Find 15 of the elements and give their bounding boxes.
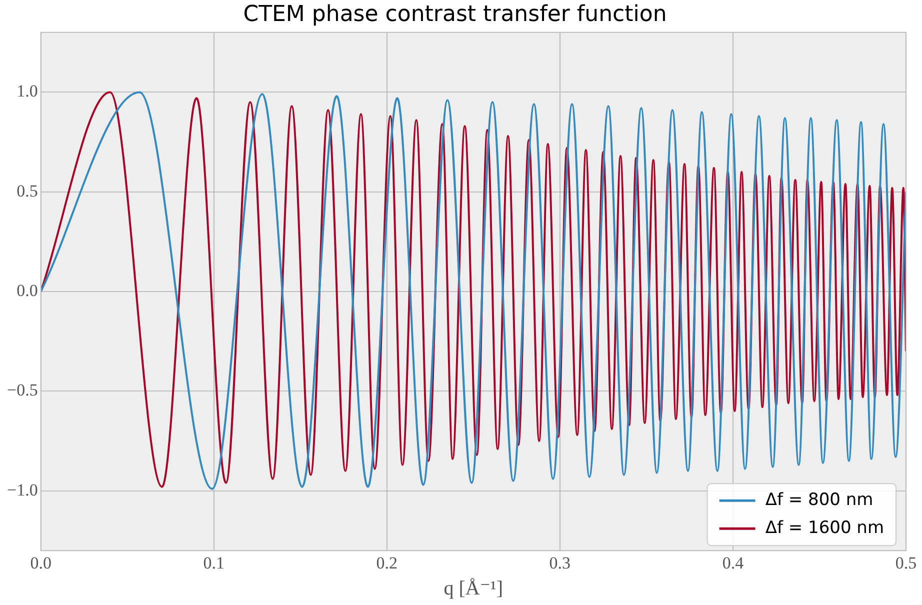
legend-label: Δf = 800 nm — [765, 490, 874, 510]
legend-label: Δf = 1600 nm — [765, 518, 884, 538]
x-tick-label: 0.1 — [203, 553, 224, 572]
y-tick-label: 0.0 — [16, 280, 38, 300]
y-tick-label: 1.0 — [16, 82, 38, 101]
x-tick-label: 0.3 — [549, 553, 571, 572]
y-tick-label: −1.0 — [6, 480, 38, 500]
y-tick-label: −0.5 — [6, 380, 38, 400]
y-tick-label: 0.5 — [16, 181, 38, 200]
chart-title: CTEM phase contrast transfer function — [243, 2, 667, 27]
x-tick-label: 0.2 — [376, 553, 398, 572]
x-tick-label: 0.4 — [722, 553, 744, 572]
x-tick-label: 0.5 — [895, 553, 917, 572]
x-axis-title: q [Å⁻¹] — [444, 577, 504, 600]
x-tick-label: 0.0 — [30, 553, 52, 572]
